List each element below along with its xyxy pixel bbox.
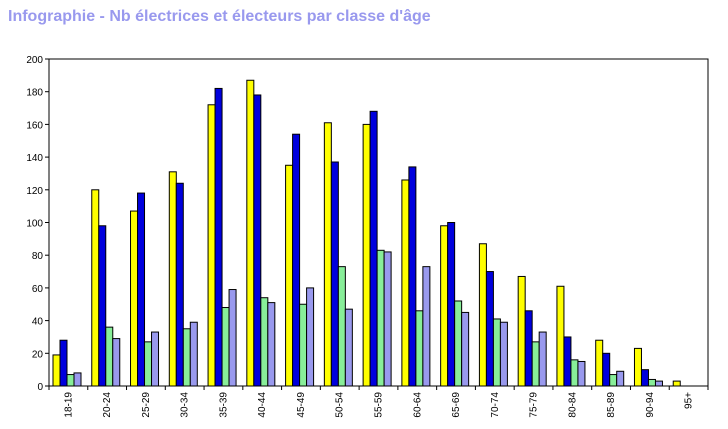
bar — [182, 328, 191, 387]
bar — [401, 179, 410, 387]
bar — [577, 360, 586, 387]
bar — [369, 110, 378, 387]
bar — [323, 122, 332, 387]
x-axis-ticks: 18-19 20-24 25-29 30-34 35-39 40-44 45-49 50-54… — [48, 386, 709, 418]
bar — [485, 271, 494, 387]
y-tick-label: 180 — [26, 88, 43, 99]
bar — [616, 370, 625, 387]
x-tick-label: 95+ — [684, 392, 695, 409]
bar — [602, 352, 611, 387]
bar — [267, 302, 276, 387]
bar — [440, 225, 449, 387]
bar — [52, 354, 61, 387]
bar — [73, 372, 82, 387]
bar — [383, 251, 392, 387]
bar — [91, 189, 100, 387]
bar — [214, 87, 223, 387]
bar — [168, 171, 177, 387]
y-tick-label: 60 — [32, 284, 44, 295]
y-tick-label: 100 — [26, 219, 43, 230]
bar — [570, 359, 579, 387]
bar — [609, 374, 618, 387]
bar — [253, 94, 262, 387]
bar — [647, 378, 656, 387]
bar — [59, 339, 68, 387]
x-tick-label: 90-94 — [645, 392, 656, 418]
bar — [112, 338, 121, 387]
bar — [285, 164, 294, 387]
x-tick-label: 80-84 — [567, 392, 578, 418]
bar — [137, 192, 146, 387]
bar — [415, 310, 424, 387]
bar — [330, 161, 339, 387]
bar — [228, 289, 237, 387]
bar — [376, 249, 385, 387]
bar — [130, 210, 139, 387]
bar — [66, 374, 75, 387]
bar — [654, 380, 663, 387]
bar — [454, 300, 463, 387]
bar — [189, 321, 198, 387]
bar — [292, 133, 301, 387]
x-tick-label: 60-64 — [412, 392, 423, 418]
bar — [98, 225, 107, 387]
bar — [563, 336, 572, 387]
y-tick-label: 200 — [26, 55, 43, 66]
x-tick-label: 35-39 — [218, 392, 229, 418]
bar — [260, 297, 269, 387]
bars — [52, 79, 681, 387]
bar — [633, 347, 642, 387]
x-tick-label: 45-49 — [296, 392, 307, 418]
y-tick-label: 140 — [26, 153, 43, 164]
x-tick-label: 70-74 — [490, 392, 501, 418]
bar — [595, 339, 604, 387]
bar — [337, 266, 346, 387]
bar — [105, 326, 114, 387]
y-axis-ticks: 0 20 40 60 80 100 120 140 160 180 200 — [26, 55, 49, 393]
bar — [344, 308, 353, 387]
y-tick-label: 0 — [37, 382, 43, 393]
bar — [531, 341, 540, 387]
y-tick-label: 80 — [32, 251, 44, 262]
x-tick-label: 50-54 — [335, 392, 346, 418]
bar — [538, 331, 547, 387]
bar — [478, 243, 487, 387]
chart-title: Infographie - Nb électrices et électeurs… — [8, 8, 431, 25]
bar — [524, 310, 533, 387]
bar — [362, 123, 371, 387]
bar — [499, 321, 508, 387]
bar — [556, 285, 565, 387]
x-tick-label: 75-79 — [529, 392, 540, 418]
bar — [306, 287, 315, 387]
bar — [447, 222, 456, 387]
y-tick-label: 40 — [32, 317, 44, 328]
x-tick-label: 30-34 — [180, 392, 191, 418]
bar — [492, 318, 501, 387]
bar — [221, 307, 230, 387]
bar — [672, 380, 681, 387]
y-tick-label: 120 — [26, 186, 43, 197]
x-tick-label: 20-24 — [102, 392, 113, 418]
bar — [408, 166, 417, 387]
bar — [299, 303, 308, 387]
bar — [207, 104, 216, 387]
bar — [151, 331, 160, 387]
y-tick-label: 160 — [26, 120, 43, 131]
y-tick-label: 20 — [32, 349, 44, 360]
x-tick-label: 25-29 — [141, 392, 152, 418]
x-tick-label: 18-19 — [63, 392, 74, 418]
bar — [175, 182, 184, 387]
bar — [144, 341, 153, 387]
x-tick-label: 85-89 — [606, 392, 617, 418]
x-tick-label: 65-69 — [451, 392, 462, 418]
bar — [422, 266, 431, 387]
x-tick-label: 40-44 — [257, 392, 268, 418]
bar — [246, 79, 255, 387]
bar — [640, 369, 649, 387]
bar — [461, 311, 470, 387]
bar — [517, 275, 526, 387]
x-tick-label: 55-59 — [374, 392, 385, 418]
